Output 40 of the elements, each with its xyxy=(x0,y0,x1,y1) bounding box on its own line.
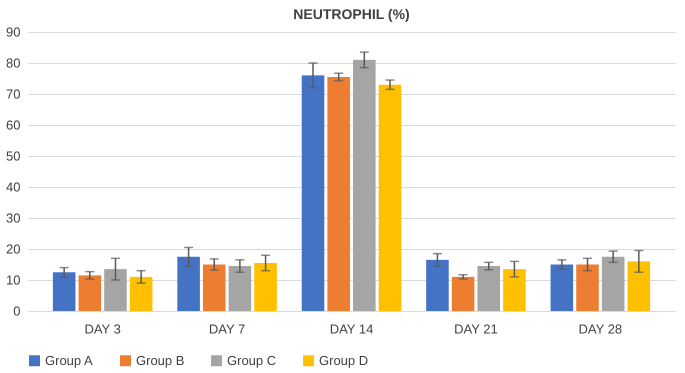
bar xyxy=(327,76,350,311)
legend-label: Group C xyxy=(227,352,276,368)
bar xyxy=(576,264,599,311)
legend-label: Group B xyxy=(136,352,184,368)
y-tick-label: 90 xyxy=(6,24,20,40)
legend-label: Group A xyxy=(45,352,94,368)
bar xyxy=(104,269,127,311)
bar xyxy=(503,269,526,311)
x-tick-label: DAY 7 xyxy=(208,322,246,336)
x-tick-label: DAY 3 xyxy=(84,322,121,336)
y-tick-label: 50 xyxy=(6,148,20,164)
legend-label: Group D xyxy=(319,352,368,368)
y-tick-label: 20 xyxy=(6,242,20,256)
y-tick-label: 0 xyxy=(13,304,20,318)
bar xyxy=(130,276,152,311)
chart-title: NEUTROPHIL (%) xyxy=(293,6,410,22)
x-tick-label: DAY 14 xyxy=(330,322,374,336)
bar xyxy=(302,75,324,311)
x-tick-label: DAY 28 xyxy=(578,322,622,336)
y-tick-label: 60 xyxy=(6,118,20,132)
bar xyxy=(254,262,277,311)
bar xyxy=(202,264,226,311)
bar xyxy=(452,276,474,311)
bar xyxy=(628,261,650,311)
bar xyxy=(78,275,102,311)
bar xyxy=(550,264,574,311)
y-tick-label: 80 xyxy=(6,56,20,70)
bar xyxy=(378,84,402,311)
bar xyxy=(477,266,500,311)
x-tick-label: DAY 21 xyxy=(454,322,498,336)
bar xyxy=(177,256,200,311)
y-tick-label: 30 xyxy=(6,210,20,226)
y-tick-label: 40 xyxy=(6,180,20,194)
bar xyxy=(52,272,76,311)
bar xyxy=(426,260,449,311)
y-tick-label: 10 xyxy=(6,272,20,288)
bar xyxy=(602,256,624,311)
y-tick-label: 70 xyxy=(6,86,20,102)
bar xyxy=(353,60,376,311)
bar xyxy=(228,266,252,311)
